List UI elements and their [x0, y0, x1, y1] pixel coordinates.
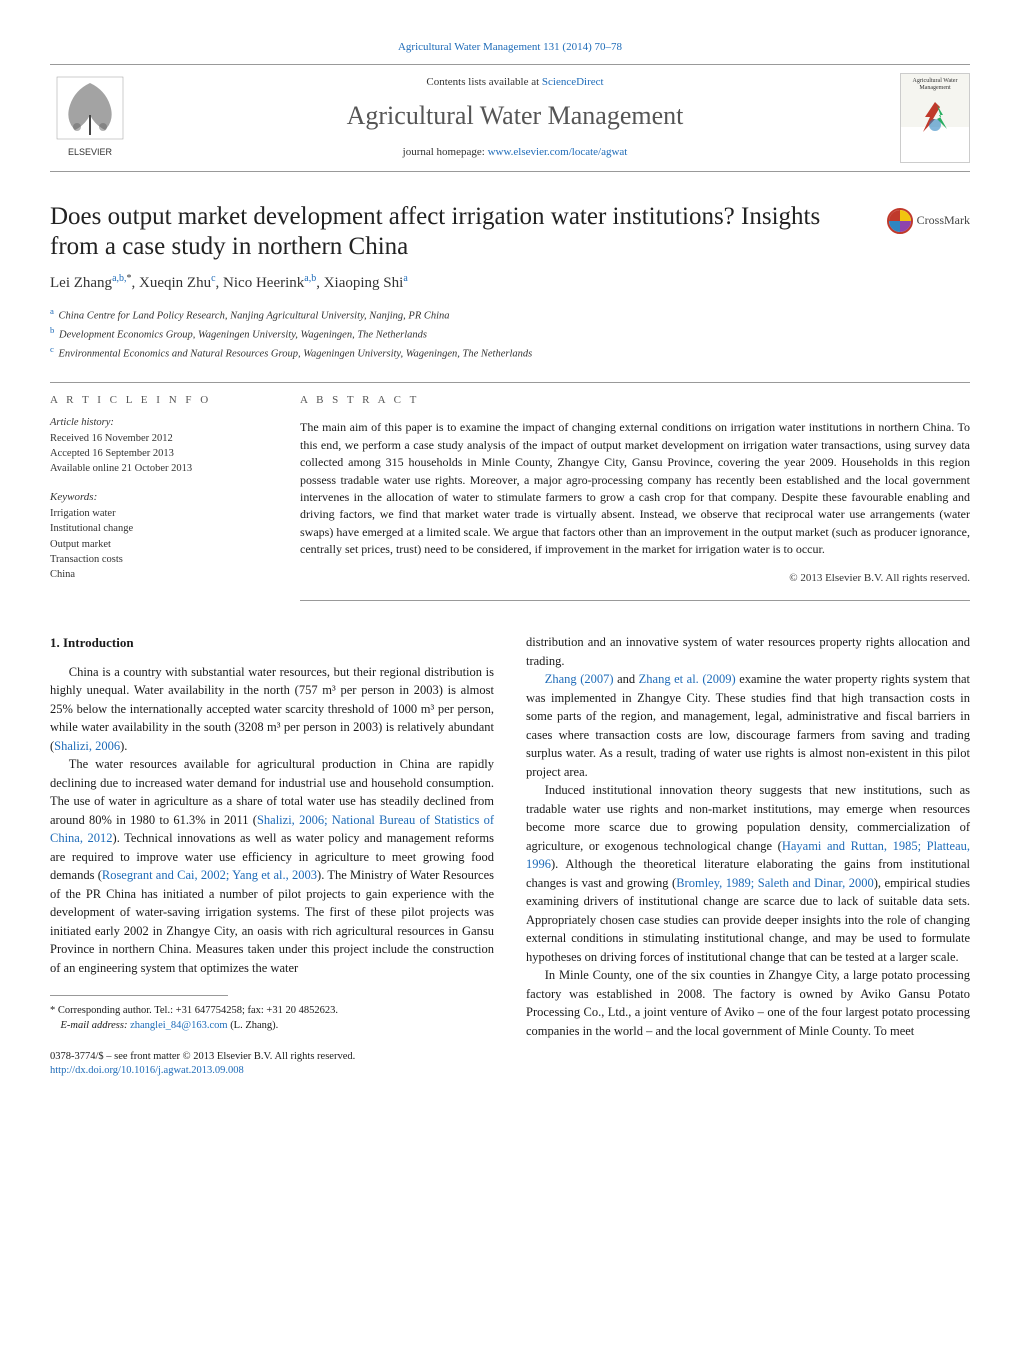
article-info-heading: A R T I C L E I N F O [50, 393, 260, 409]
history-label: Article history: [50, 415, 260, 430]
corresponding-author: * Corresponding author. Tel.: +31 647754… [50, 1004, 494, 1019]
abstract-rule [300, 600, 970, 601]
journal-header: ELSEVIER Contents lists available at Sci… [50, 64, 970, 172]
received: Received 16 November 2012 [50, 431, 260, 446]
email-line: E-mail address: zhanglei_84@163.com (L. … [50, 1019, 494, 1034]
article-title: Does output market development affect ir… [50, 202, 875, 262]
cover-graphic-icon [915, 97, 955, 137]
intro-p1: China is a country with substantial wate… [50, 663, 494, 756]
keyword: Transaction costs [50, 552, 260, 567]
footer-block: 0378-3774/$ – see front matter © 2013 El… [50, 1050, 494, 1079]
journal-cover-thumbnail: Agricultural Water Management [900, 73, 970, 163]
ref-bromley-saleth[interactable]: Bromley, 1989; Saleth and Dinar, 2000 [676, 876, 874, 890]
authors: Lei Zhanga,b,*, Xueqin Zhuc, Nico Heerin… [50, 272, 970, 295]
contents-prefix: Contents lists available at [426, 76, 541, 88]
affiliation: b Development Economics Group, Wageninge… [50, 324, 970, 343]
article-info: A R T I C L E I N F O Article history: R… [50, 382, 280, 611]
header-center: Contents lists available at ScienceDirec… [130, 75, 900, 161]
online: Available online 21 October 2013 [50, 461, 260, 476]
intro-p3: Zhang (2007) and Zhang et al. (2009) exa… [526, 670, 970, 781]
svg-text:ELSEVIER: ELSEVIER [68, 147, 113, 157]
contents-lists: Contents lists available at ScienceDirec… [130, 75, 900, 91]
ref-zhang-2009[interactable]: Zhang et al. (2009) [639, 672, 736, 686]
abstract-copyright: © 2013 Elsevier B.V. All rights reserved… [300, 571, 970, 587]
keyword: Irrigation water [50, 506, 260, 521]
crossmark-badge[interactable]: CrossMark [887, 208, 970, 234]
ref-zhang-2007[interactable]: Zhang (2007) [545, 672, 614, 686]
citation-link[interactable]: Agricultural Water Management 131 (2014)… [398, 41, 622, 53]
affiliation: c Environmental Economics and Natural Re… [50, 343, 970, 362]
homepage-link[interactable]: www.elsevier.com/locate/agwat [488, 146, 628, 158]
keyword: Institutional change [50, 521, 260, 536]
doi-link[interactable]: http://dx.doi.org/10.1016/j.agwat.2013.0… [50, 1065, 244, 1076]
abstract-heading: A B S T R A C T [300, 393, 970, 409]
citation-line: Agricultural Water Management 131 (2014)… [50, 40, 970, 56]
thumb-title: Agricultural Water Management [905, 78, 965, 91]
body-columns: 1. Introduction China is a country with … [50, 633, 970, 1078]
section-1-heading: 1. Introduction [50, 633, 494, 652]
keyword: Output market [50, 537, 260, 552]
sciencedirect-link[interactable]: ScienceDirect [542, 76, 604, 88]
crossmark-icon [887, 208, 913, 234]
info-abstract-row: A R T I C L E I N F O Article history: R… [50, 382, 970, 611]
ref-shalizi-2006[interactable]: Shalizi, 2006 [54, 739, 120, 753]
abstract: A B S T R A C T The main aim of this pap… [280, 382, 970, 611]
issn-line: 0378-3774/$ – see front matter © 2013 El… [50, 1050, 494, 1065]
journal-homepage: journal homepage: www.elsevier.com/locat… [130, 145, 900, 161]
intro-p5: In Minle County, one of the six counties… [526, 966, 970, 1040]
homepage-prefix: journal homepage: [403, 146, 488, 158]
journal-name: Agricultural Water Management [130, 97, 900, 135]
affiliations: a China Centre for Land Policy Research,… [50, 305, 970, 363]
abstract-text: The main aim of this paper is to examine… [300, 419, 970, 558]
accepted: Accepted 16 September 2013 [50, 446, 260, 461]
ref-rosegrant-yang[interactable]: Rosegrant and Cai, 2002; Yang et al., 20… [102, 868, 317, 882]
affiliation: a China Centre for Land Policy Research,… [50, 305, 970, 324]
crossmark-label: CrossMark [917, 212, 970, 229]
footnote-separator [50, 995, 228, 996]
keywords-heading: Keywords: [50, 490, 260, 506]
elsevier-tree-icon: ELSEVIER [55, 75, 125, 160]
keyword: China [50, 567, 260, 582]
email-link[interactable]: zhanglei_84@163.com [130, 1020, 227, 1031]
intro-p4: Induced institutional innovation theory … [526, 781, 970, 966]
keywords-list: Irrigation waterInstitutional changeOutp… [50, 506, 260, 582]
intro-p2-cont: distribution and an innovative system of… [526, 633, 970, 670]
left-column: 1. Introduction China is a country with … [50, 633, 494, 1078]
intro-p2: The water resources available for agricu… [50, 755, 494, 977]
publisher-logo: ELSEVIER [50, 73, 130, 163]
right-column: distribution and an innovative system of… [526, 633, 970, 1078]
title-row: Does output market development affect ir… [50, 202, 970, 262]
